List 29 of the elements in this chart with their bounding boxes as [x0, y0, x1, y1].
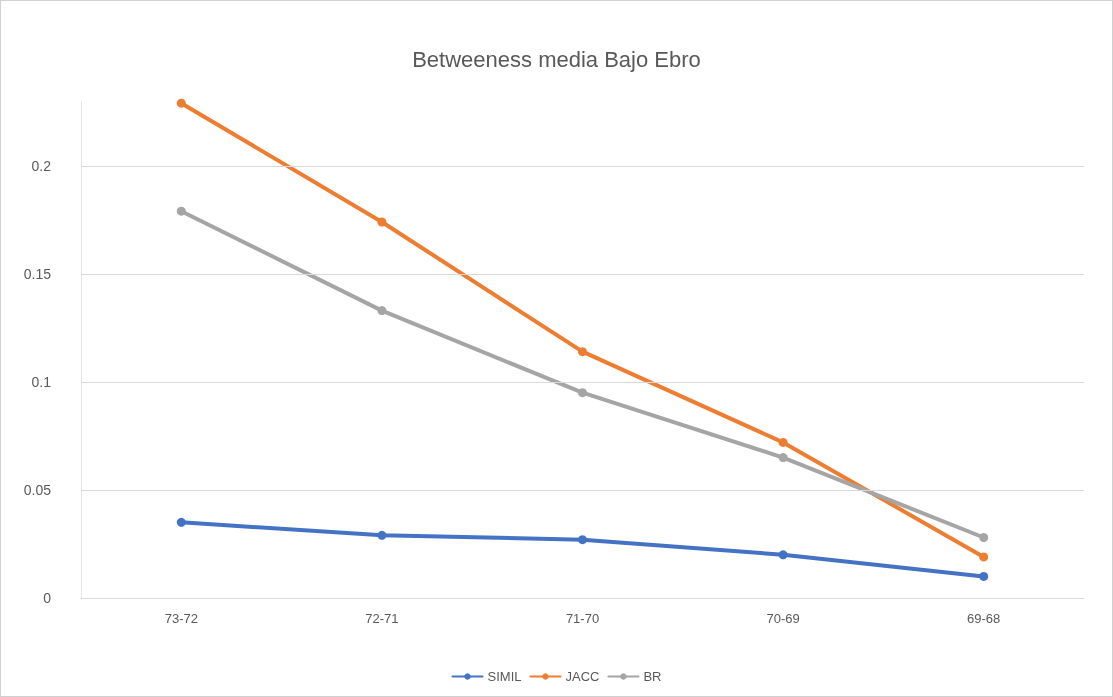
y-tick-label: 0.1 [31, 373, 52, 390]
point [578, 388, 587, 398]
point [778, 453, 788, 463]
legend-label: BR [643, 669, 662, 684]
point [176, 98, 186, 108]
x-tick-label: 69-68 [967, 611, 1001, 626]
chart-title: Betweeness media Bajo Ebro [412, 46, 701, 72]
point [377, 306, 387, 316]
point [778, 550, 788, 560]
point [578, 535, 587, 545]
point [979, 552, 989, 562]
legend-label: JACC [565, 669, 600, 684]
point [979, 571, 989, 581]
x-tick-label: 72-71 [365, 611, 399, 626]
point [377, 217, 387, 227]
y-tick-label: 0.15 [23, 265, 52, 282]
point [176, 517, 186, 527]
x-tick-label: 71-70 [565, 611, 600, 626]
y-tick-label: 0 [43, 590, 52, 606]
point [176, 206, 186, 216]
point [377, 530, 387, 540]
point [778, 437, 788, 447]
legend-label: SIMIL [487, 669, 522, 684]
x-tick-label: 70-69 [766, 611, 800, 626]
x-tick-label: 73-72 [164, 611, 198, 626]
y-tick-label: 0.2 [31, 157, 52, 174]
y-tick-label: 0.05 [23, 481, 52, 498]
point [578, 347, 587, 357]
point [979, 533, 989, 542]
